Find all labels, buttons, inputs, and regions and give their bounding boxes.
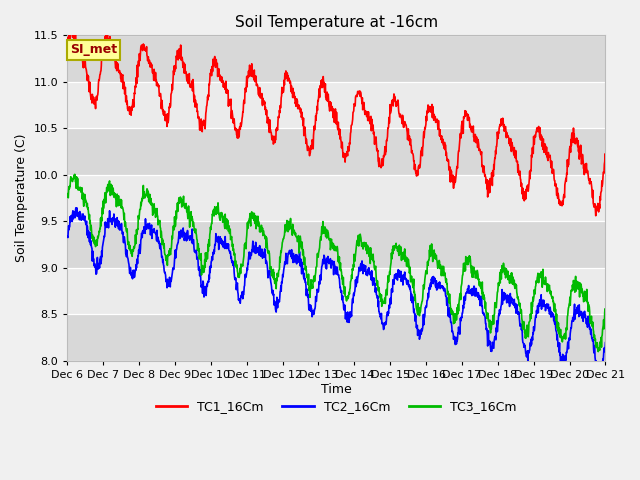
- Bar: [67, 175, 605, 221]
- Legend: TC1_16Cm, TC2_16Cm, TC3_16Cm: TC1_16Cm, TC2_16Cm, TC3_16Cm: [151, 395, 522, 418]
- Bar: [67, 314, 605, 361]
- Bar: [67, 82, 605, 128]
- Bar: [67, 128, 605, 175]
- X-axis label: Time: Time: [321, 383, 352, 396]
- Bar: [67, 268, 605, 314]
- Bar: [67, 36, 605, 82]
- Text: SI_met: SI_met: [70, 44, 117, 57]
- Bar: [67, 221, 605, 268]
- Y-axis label: Soil Temperature (C): Soil Temperature (C): [15, 134, 28, 262]
- Title: Soil Temperature at -16cm: Soil Temperature at -16cm: [235, 15, 438, 30]
